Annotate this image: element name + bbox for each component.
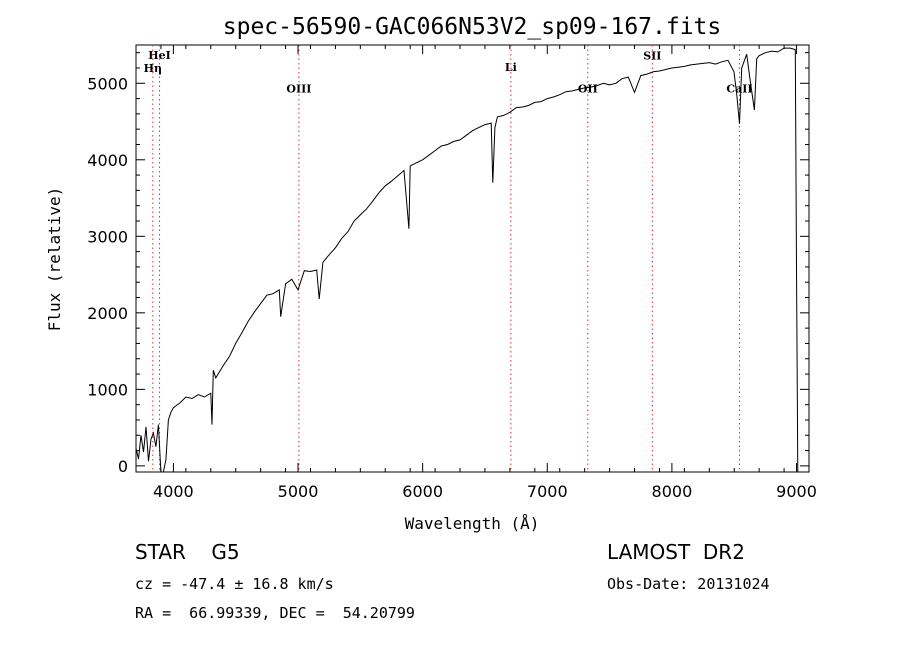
x-tick-label: 5000 (278, 482, 319, 501)
y-tick-label: 4000 (87, 151, 128, 170)
line-marker-label: Li (505, 61, 517, 74)
chart-title: spec-56590-GAC066N53V2_sp09-167.fits (223, 14, 722, 40)
x-tick-label: 4000 (153, 482, 194, 501)
line-marker-label: OII (578, 82, 598, 95)
obs-date-text: Obs-Date: 20131024 (607, 575, 770, 593)
plot-area-frame (135, 44, 810, 473)
x-axis-label: Wavelength (Å) (405, 514, 540, 533)
redshift-text: cz = -47.4 ± 16.8 km/s (135, 575, 334, 593)
y-axis-label: Flux (relative) (45, 187, 64, 332)
x-tick-label: 7000 (527, 482, 568, 501)
line-marker-label: SII (643, 50, 661, 63)
coordinates-text: RA = 66.99339, DEC = 54.20799 (135, 604, 415, 622)
line-marker-label: Hη (144, 62, 162, 75)
line-marker-label: OIII (286, 82, 311, 95)
x-tick-label: 9000 (776, 482, 817, 501)
object-classification: STAR G5 (135, 540, 240, 564)
x-tick-label: 6000 (402, 482, 443, 501)
x-tick-label: 8000 (652, 482, 693, 501)
spectrum-line (135, 47, 799, 473)
y-tick-label: 0 (118, 457, 128, 476)
line-marker-label: HeI (148, 49, 171, 62)
y-tick-label: 3000 (87, 227, 128, 246)
axis-ticks: 4000 5000 6000 7000 8000 9000 0 1000 2000 3000 400… (87, 45, 817, 501)
line-marker-label: CaII (726, 82, 752, 95)
y-tick-label: 2000 (87, 304, 128, 323)
survey-name: LAMOST DR2 (607, 540, 745, 564)
y-tick-label: 1000 (87, 380, 128, 399)
y-tick-label: 5000 (87, 74, 128, 93)
